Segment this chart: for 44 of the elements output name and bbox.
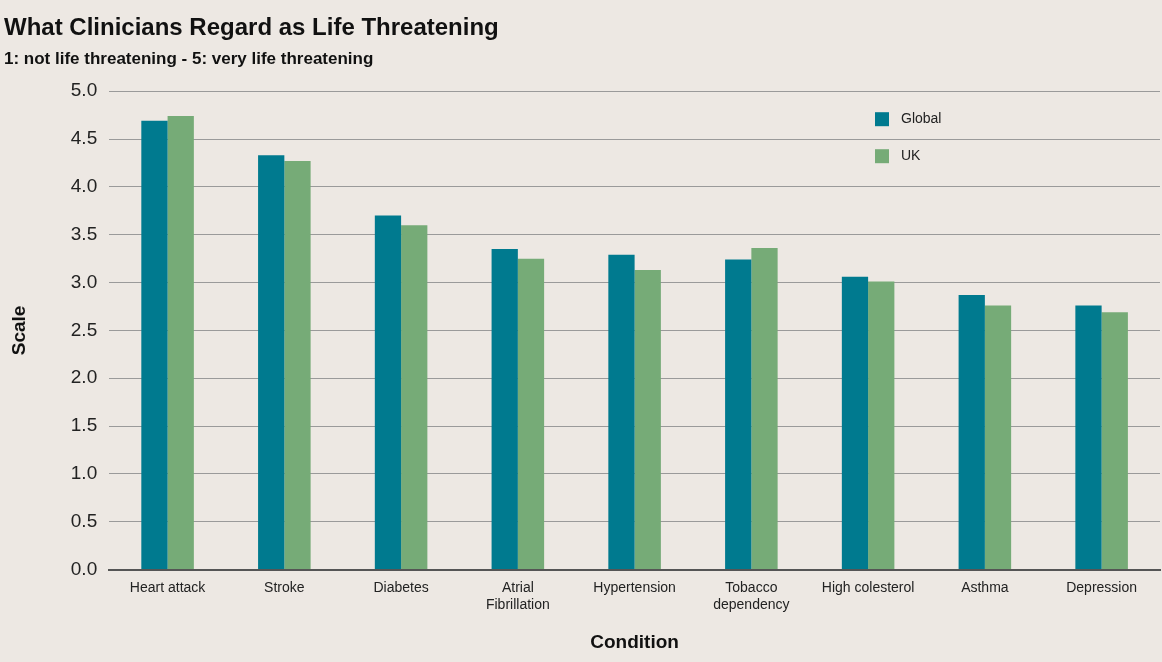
x-tick-label: Depression: [1066, 578, 1138, 595]
bar: [167, 116, 194, 570]
y-tick-label: 2.5: [70, 318, 98, 340]
x-tick-label: Asthma: [961, 578, 1009, 595]
chart-subtitle: 1: not life threatening - 5: very life threatening: [4, 48, 374, 68]
y-tick-label: 3.5: [70, 222, 98, 244]
legend-label: Global: [901, 110, 942, 127]
bar: [258, 155, 285, 570]
y-tick-label: 1.0: [70, 462, 98, 484]
bar: [1101, 312, 1128, 570]
y-tick-label: 0.5: [70, 509, 98, 531]
x-tick-label: Hypertension: [593, 578, 676, 595]
x-tick-label: Atrial Fibrillation: [485, 578, 550, 612]
bar: [374, 215, 402, 570]
x-tick-label: Tobacco dependency: [713, 578, 790, 612]
bar: [401, 225, 428, 570]
bar: [141, 120, 168, 570]
chart-title: What Clinicians Regard as Life Threatening: [4, 13, 499, 41]
y-tick-label: 4.0: [70, 175, 98, 197]
bar: [608, 254, 635, 570]
x-tick-label: Heart attack: [129, 578, 207, 595]
x-tick-label: Diabetes: [373, 578, 429, 595]
bar: [1075, 305, 1102, 570]
x-axis-title: Condition: [590, 630, 679, 652]
y-tick-label: 2.0: [70, 366, 98, 388]
bar: [751, 248, 778, 570]
bar: [634, 270, 661, 570]
bar: [958, 295, 985, 570]
bar: [517, 258, 545, 570]
y-tick-label: 1.5: [70, 414, 98, 436]
y-tick-label: 0.0: [70, 557, 98, 579]
y-tick-label: 5.0: [70, 79, 98, 101]
bar: [984, 305, 1012, 570]
bar: [491, 249, 518, 570]
bar: [725, 259, 752, 570]
legend-label: UK: [901, 147, 922, 164]
y-tick-label: 3.0: [70, 270, 98, 292]
bar: [868, 281, 895, 570]
bar: [841, 276, 869, 570]
y-axis-title: Scale: [7, 305, 29, 356]
y-tick-label: 4.5: [70, 127, 98, 149]
x-tick-label: Stroke: [264, 578, 305, 595]
x-tick-label: High colesterol: [821, 578, 915, 595]
bar: [284, 161, 311, 570]
